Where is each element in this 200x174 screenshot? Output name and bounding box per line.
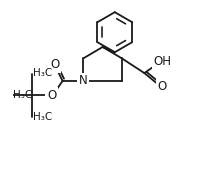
Text: H₃C: H₃C	[13, 90, 32, 100]
Text: H₃C: H₃C	[33, 68, 52, 78]
Text: H₃C: H₃C	[33, 112, 52, 122]
Text: N: N	[79, 74, 88, 87]
Text: O: O	[47, 89, 56, 102]
Text: O: O	[158, 80, 167, 93]
Text: OH: OH	[153, 55, 171, 68]
Text: O: O	[50, 58, 59, 71]
